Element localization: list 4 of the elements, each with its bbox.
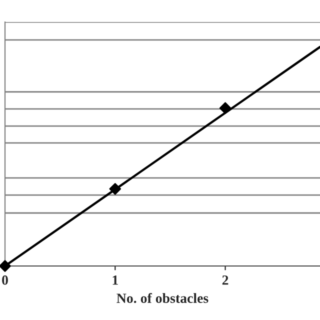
x-tick-label: 0 xyxy=(2,275,8,285)
x-axis-title: No. of obstacles xyxy=(116,293,208,304)
x-tick-label: 2 xyxy=(222,275,228,285)
x-tick-label: 1 xyxy=(112,275,118,285)
